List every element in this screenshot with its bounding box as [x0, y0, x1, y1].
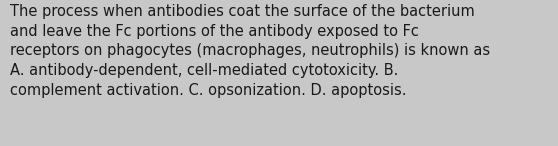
- Text: The process when antibodies coat the surface of the bacterium
and leave the Fc p: The process when antibodies coat the sur…: [10, 4, 490, 98]
